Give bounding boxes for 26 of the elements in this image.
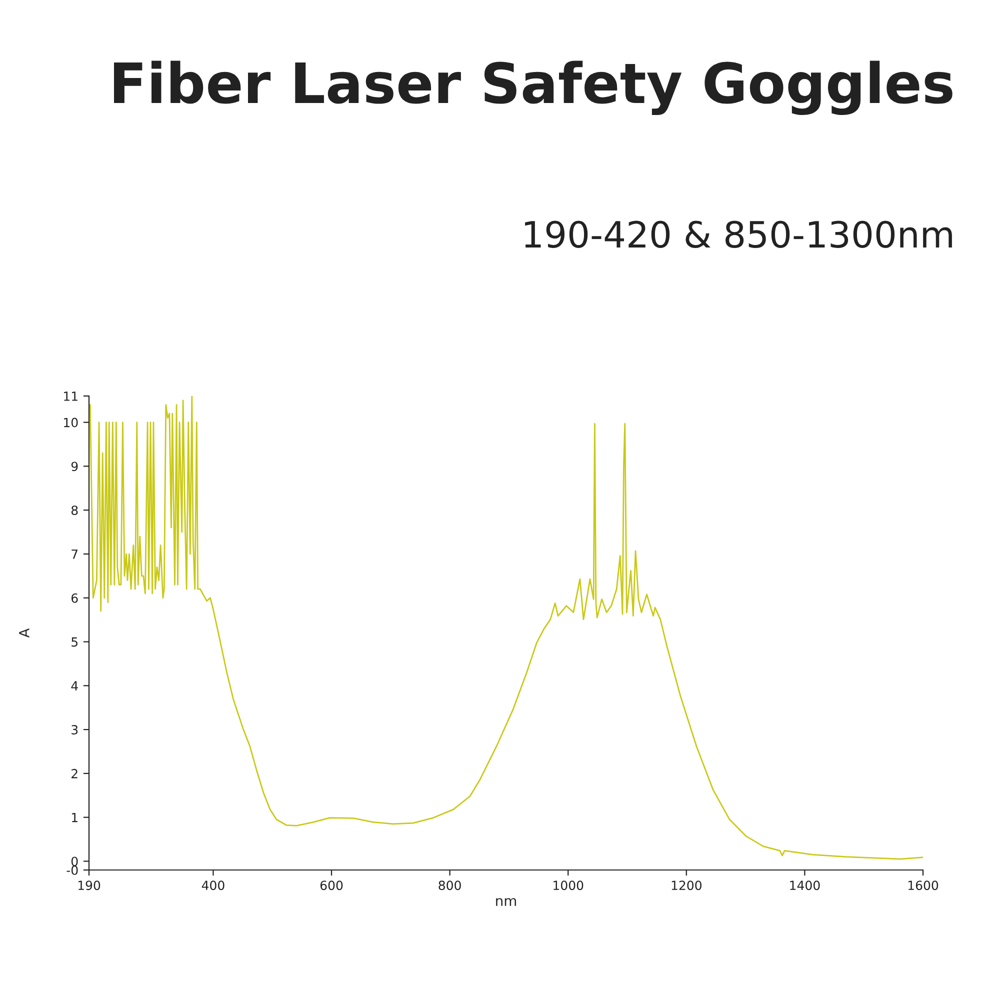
line-series	[89, 396, 923, 860]
y-tick-label: 9	[71, 462, 78, 472]
y-tick-label: 1	[72, 812, 78, 822]
x-tick-label: 600	[320, 880, 343, 890]
x-tick-label: 1400	[790, 880, 820, 890]
y-tick-label: 3	[72, 725, 78, 734]
y-tick-label: 0	[71, 856, 78, 866]
y-tick-label: 11	[64, 392, 78, 401]
chart-subtitle: 190-420 & 850-1300nm	[525, 220, 952, 248]
x-tick-label: 1000	[554, 880, 584, 890]
y-tick-label: 4	[71, 681, 78, 690]
y-tick-label: -0	[66, 865, 78, 875]
x-tick-label: 190	[78, 880, 100, 890]
y-tick-label: 5	[72, 637, 78, 647]
y-axis-title: A	[19, 628, 30, 638]
y-tick-label: 8	[71, 506, 78, 516]
x-tick-label: 400	[202, 880, 224, 890]
x-tick-label: 1600	[908, 880, 938, 890]
x-tick-label: 800	[438, 880, 461, 890]
y-tick-label: 10	[64, 418, 78, 428]
chart-title: Fiber Laser Safety Goggles	[114, 60, 952, 115]
x-tick-label: 1200	[672, 880, 702, 890]
y-tick-label: 6	[72, 593, 78, 603]
y-tick-label: 7	[72, 550, 78, 559]
y-tick-label: 2	[72, 768, 78, 778]
x-axis-title: nm	[496, 898, 516, 906]
